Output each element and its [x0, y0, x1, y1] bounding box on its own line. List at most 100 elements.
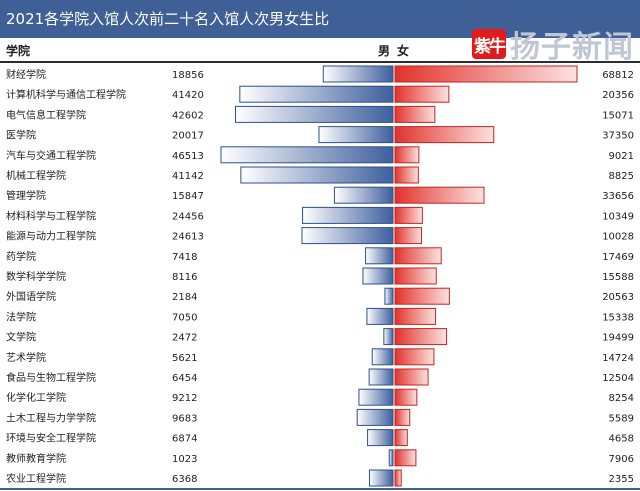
female-value-label: 8254	[609, 393, 634, 404]
male-value-label: 2472	[172, 333, 197, 344]
watermark-text: 扬子新闻	[510, 30, 634, 65]
female-bar	[394, 146, 420, 164]
male-value-label: 15847	[172, 191, 204, 202]
table-header: 学院 男 女	[0, 38, 640, 60]
category-label: 机械工程学院	[6, 169, 66, 182]
title-bar: 2021各学院入馆人次前二十名入馆人次男女生比	[0, 0, 640, 38]
category-label: 电气信息工程学院	[6, 108, 86, 121]
male-value-label: 5621	[172, 353, 197, 364]
watermark: 紫牛 扬子新闻	[472, 22, 634, 66]
category-label: 汽车与交通工程学院	[6, 149, 96, 162]
female-value-label: 10349	[602, 211, 634, 222]
female-bar	[394, 429, 408, 447]
female-value-label: 33656	[602, 191, 634, 202]
female-bar	[394, 126, 495, 144]
category-label: 土木工程与力学学院	[6, 411, 96, 424]
male-value-label: 42602	[172, 110, 204, 121]
female-value-label: 15338	[602, 312, 634, 323]
male-value-label: 41142	[172, 171, 204, 182]
male-value-label: 6368	[172, 474, 197, 485]
female-value-label: 15588	[602, 272, 634, 283]
male-value-label: 9683	[172, 413, 197, 424]
header-divider	[0, 61, 640, 63]
male-bar	[358, 388, 394, 406]
category-label: 材料科学与工程学院	[6, 209, 96, 222]
male-bar	[240, 166, 394, 184]
female-value-label: 9021	[609, 151, 634, 162]
male-bar	[234, 105, 394, 123]
female-value-label: 14724	[602, 353, 634, 364]
male-value-label: 9212	[172, 393, 197, 404]
male-value-label: 6454	[172, 373, 197, 384]
male-bar	[239, 85, 394, 103]
category-label: 环境与安全工程学院	[6, 432, 96, 445]
male-value-label: 24456	[172, 211, 204, 222]
female-value-label: 7906	[609, 454, 634, 465]
female-bar	[394, 408, 411, 426]
male-bar	[362, 267, 394, 285]
category-label: 文学院	[6, 331, 36, 344]
category-label: 法学院	[6, 310, 36, 323]
male-value-label: 46513	[172, 151, 204, 162]
male-bar	[368, 469, 394, 487]
male-bar	[384, 287, 394, 305]
male-value-label: 20017	[172, 131, 204, 142]
male-bar	[302, 206, 394, 224]
male-bar	[366, 307, 394, 325]
female-bar	[394, 388, 418, 406]
female-bar	[394, 227, 423, 245]
female-value-label: 2355	[609, 474, 634, 485]
category-label: 教师教育学院	[6, 452, 66, 465]
female-column-header: 女	[397, 44, 410, 58]
female-bar	[394, 186, 485, 204]
male-bar	[368, 368, 394, 386]
male-bar	[388, 449, 394, 467]
male-value-label: 2184	[172, 292, 197, 303]
category-label: 财经学院	[6, 68, 46, 81]
male-bar	[383, 328, 394, 346]
category-label: 药学院	[6, 250, 36, 263]
watermark-logo: 紫牛	[472, 29, 506, 59]
female-value-label: 20356	[602, 90, 634, 101]
female-value-label: 12504	[602, 373, 634, 384]
male-bar	[318, 126, 394, 144]
category-label: 数学科学学院	[6, 270, 66, 283]
female-bar	[394, 105, 436, 123]
female-value-label: 15071	[602, 110, 634, 121]
female-value-label: 17469	[602, 252, 634, 263]
category-label: 管理学院	[6, 189, 46, 202]
female-bar	[394, 85, 450, 103]
female-bar	[394, 368, 429, 386]
female-bar	[394, 449, 417, 467]
category-label: 医学院	[6, 129, 36, 142]
female-bar	[394, 469, 402, 487]
female-bar	[394, 267, 437, 285]
bottom-divider	[0, 488, 640, 490]
male-value-label: 1023	[172, 454, 197, 465]
female-bar	[394, 166, 419, 184]
male-bar	[356, 408, 394, 426]
male-value-label: 24613	[172, 232, 204, 243]
category-label: 食品与生物工程学院	[6, 371, 96, 384]
male-value-label: 18856	[172, 70, 204, 81]
female-value-label: 68812	[602, 70, 634, 81]
female-bar	[394, 206, 423, 224]
male-bar	[365, 247, 394, 265]
chart-title: 2021各学院入馆人次前二十名入馆人次男女生比	[6, 10, 330, 28]
category-label: 化学化工学院	[6, 391, 66, 404]
female-value-label: 5589	[609, 413, 634, 424]
category-label: 农业工程学院	[6, 472, 66, 485]
female-value-label: 20563	[602, 292, 634, 303]
category-label: 能源与动力工程学院	[6, 230, 96, 243]
female-value-label: 10028	[602, 232, 634, 243]
male-bar	[322, 65, 394, 83]
female-value-label: 37350	[602, 131, 634, 142]
category-label: 计算机科学与通信工程学院	[6, 88, 126, 101]
female-value-label: 4658	[609, 434, 634, 445]
female-value-label: 8825	[609, 171, 634, 182]
category-label: 外国语学院	[6, 290, 56, 303]
male-bar	[220, 146, 394, 164]
category-label: 艺术学院	[6, 351, 46, 364]
male-value-label: 7418	[172, 252, 197, 263]
